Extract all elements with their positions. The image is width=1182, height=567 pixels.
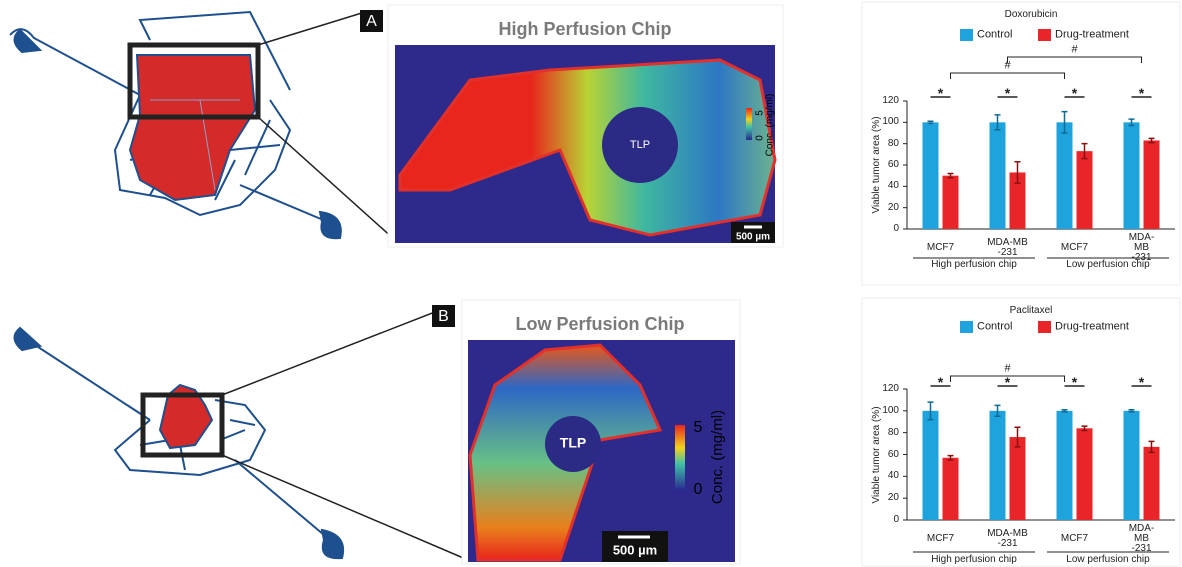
y-tick-label: 20 (888, 203, 899, 213)
legend-label: Control (977, 30, 1012, 41)
significance-mark: * (938, 375, 943, 389)
y-tick-label: 60 (888, 160, 899, 170)
x-tick-label: MCF7 (927, 243, 954, 253)
legend-swatch (960, 321, 973, 333)
bar (1077, 428, 1093, 520)
legend-swatch (1038, 29, 1051, 41)
y-axis-label: Viable tumor area (%) (872, 116, 882, 213)
significance-mark: * (1005, 86, 1010, 100)
tlp-label: TLP (560, 435, 586, 451)
legend-label: Drug-treatment (1055, 322, 1129, 333)
bar (990, 122, 1006, 229)
x-tick-label: MDA-MB -231 (987, 238, 1028, 258)
y-tick-label: 100 (882, 117, 899, 127)
significance-mark: # (1004, 61, 1010, 72)
group-label: High perfusion chip (931, 260, 1017, 270)
bar (1124, 122, 1140, 229)
legend-label: Drug-treatment (1055, 30, 1129, 41)
bar (1144, 140, 1160, 229)
colorbar-tick: 0 (694, 481, 703, 498)
bar (1057, 122, 1073, 229)
significance-mark: # (1004, 364, 1010, 375)
colorbar-label: Conc. (mg/ml) (709, 410, 726, 504)
chart-title: Paclitaxel (1010, 306, 1053, 316)
panel-label: A (366, 13, 377, 30)
significance-mark: * (938, 86, 943, 100)
x-tick-label: MDA-MB -231 (987, 529, 1028, 549)
scale-bar-label: 500 µm (613, 542, 657, 557)
zoom-line (258, 12, 365, 45)
x-tick-label: MCF7 (1061, 243, 1088, 253)
y-tick-label: 0 (893, 224, 899, 234)
y-tick-label: 80 (888, 139, 899, 149)
legend-label: Control (977, 322, 1012, 333)
legend-swatch (1038, 321, 1051, 333)
y-tick-label: 40 (888, 471, 899, 481)
panel-label: B (438, 308, 449, 325)
group-label: Low perfusion chip (1066, 555, 1149, 565)
colorbar (746, 108, 752, 140)
figure: A High Perfusion Chip TLP 5 0 Conc. (mg/… (0, 0, 1182, 567)
x-tick-label: MCF7 (927, 534, 954, 544)
group-label: Low perfusion chip (1066, 260, 1149, 270)
y-tick-label: 0 (893, 515, 899, 525)
panel-title: High Perfusion Chip (499, 19, 672, 39)
colorbar-tick: 5 (694, 419, 703, 436)
bar (1144, 447, 1160, 520)
bar (923, 122, 939, 229)
tlp-label: TLP (630, 139, 650, 151)
y-tick-label: 100 (882, 406, 899, 416)
bar (923, 411, 939, 520)
chart-title: Doxorubicin (1005, 10, 1058, 20)
x-tick-label: MCF7 (1061, 534, 1088, 544)
schematic-low (14, 328, 343, 558)
bar (1010, 437, 1026, 520)
x-tick-label: MDA-MB -231 (1121, 524, 1162, 554)
significance-mark: * (1139, 86, 1144, 100)
group-label: High perfusion chip (931, 555, 1017, 565)
panel-title: Low Perfusion Chip (516, 314, 685, 334)
bar (1057, 411, 1073, 520)
y-tick-label: 40 (888, 181, 899, 191)
y-axis-label: Viable tumor area (%) (872, 406, 882, 503)
bar (943, 458, 959, 520)
y-tick-label: 120 (882, 384, 899, 394)
colorbar (675, 425, 685, 490)
bar (943, 176, 959, 229)
significance-mark: * (1072, 86, 1077, 100)
bar (1077, 151, 1093, 229)
significance-mark: * (1005, 375, 1010, 389)
significance-mark: # (1071, 45, 1077, 56)
scale-bar-label: 500 µm (736, 232, 770, 243)
zoom-line (222, 310, 440, 395)
y-tick-label: 20 (888, 493, 899, 503)
y-tick-label: 80 (888, 428, 899, 438)
colorbar-label: Conc. (mg/ml) (765, 94, 776, 157)
zoom-line (222, 455, 468, 560)
significance-mark: * (1139, 375, 1144, 389)
y-tick-label: 120 (882, 96, 899, 106)
legend-swatch (960, 29, 973, 41)
y-tick-label: 60 (888, 450, 899, 460)
significance-mark: * (1072, 375, 1077, 389)
bar (990, 411, 1006, 520)
bar (1124, 411, 1140, 520)
